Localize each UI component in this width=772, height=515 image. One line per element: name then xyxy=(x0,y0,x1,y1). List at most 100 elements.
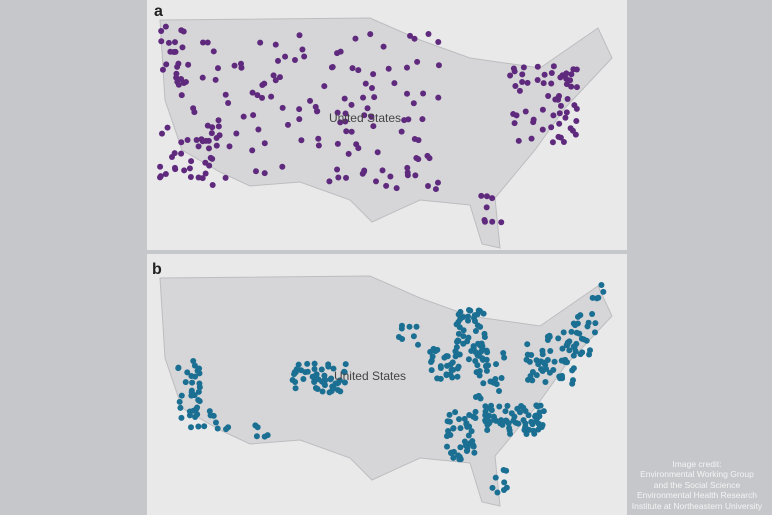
site-marker xyxy=(520,64,527,71)
credit-line: Institute at Northeastern University xyxy=(631,500,763,511)
site-marker xyxy=(362,80,369,87)
site-marker xyxy=(187,424,194,431)
site-marker xyxy=(249,147,256,154)
site-marker xyxy=(321,372,328,379)
site-marker xyxy=(432,186,439,193)
site-marker xyxy=(464,447,471,454)
site-marker xyxy=(307,97,314,104)
site-marker xyxy=(259,94,266,101)
site-marker xyxy=(455,311,462,318)
map-panel-b: b United States xyxy=(147,254,627,515)
site-marker xyxy=(361,112,368,119)
site-marker xyxy=(598,282,605,289)
site-marker xyxy=(231,62,238,69)
site-marker xyxy=(337,48,344,55)
site-marker xyxy=(435,39,442,46)
site-marker xyxy=(516,87,523,94)
site-marker xyxy=(519,78,526,85)
site-marker xyxy=(443,371,450,378)
site-marker xyxy=(225,100,232,107)
site-marker xyxy=(210,412,217,419)
site-marker xyxy=(452,353,459,360)
site-marker xyxy=(483,367,490,374)
credit-line: Image credit: xyxy=(672,458,722,469)
site-marker xyxy=(498,374,505,381)
site-marker xyxy=(158,27,165,34)
site-marker xyxy=(186,408,193,415)
site-marker xyxy=(534,77,541,84)
site-marker xyxy=(454,373,461,380)
site-marker xyxy=(335,174,342,181)
site-marker xyxy=(557,102,564,109)
site-marker xyxy=(530,119,537,126)
site-marker xyxy=(253,433,260,440)
site-marker xyxy=(240,113,247,120)
site-marker xyxy=(507,430,514,437)
site-marker xyxy=(296,32,303,39)
site-marker xyxy=(500,486,507,493)
site-marker xyxy=(345,150,352,157)
site-marker xyxy=(488,407,495,414)
site-marker xyxy=(304,368,311,375)
site-marker xyxy=(577,351,584,358)
site-marker xyxy=(300,376,307,383)
site-marker xyxy=(164,124,171,131)
site-marker xyxy=(489,484,496,491)
site-marker xyxy=(189,379,196,386)
site-marker xyxy=(380,43,387,50)
site-marker xyxy=(404,90,411,97)
site-marker xyxy=(214,425,221,432)
site-marker xyxy=(178,150,185,157)
site-marker xyxy=(539,126,546,133)
site-marker xyxy=(498,417,505,424)
site-marker xyxy=(275,57,282,64)
site-marker xyxy=(501,479,508,486)
site-marker xyxy=(566,338,573,345)
site-marker xyxy=(574,320,581,327)
site-marker xyxy=(460,333,467,340)
site-marker xyxy=(399,335,406,342)
site-marker xyxy=(539,106,546,113)
site-marker xyxy=(476,368,483,375)
site-marker xyxy=(178,139,185,146)
site-marker xyxy=(367,31,374,38)
site-marker xyxy=(252,168,259,175)
site-marker xyxy=(162,171,169,178)
site-marker xyxy=(176,398,183,405)
site-marker xyxy=(188,158,195,165)
site-marker xyxy=(272,41,279,48)
site-marker xyxy=(500,349,507,356)
site-marker xyxy=(391,80,398,87)
site-marker xyxy=(548,124,555,131)
country-label: United States xyxy=(334,369,406,383)
site-marker xyxy=(532,412,539,419)
site-marker xyxy=(570,343,577,350)
site-marker xyxy=(564,95,571,102)
site-marker xyxy=(535,361,542,368)
site-marker xyxy=(501,354,508,361)
site-marker xyxy=(472,328,479,335)
site-marker xyxy=(157,163,164,170)
site-marker xyxy=(578,335,585,342)
site-marker xyxy=(449,359,456,366)
site-marker xyxy=(175,81,182,88)
site-marker xyxy=(531,430,538,437)
site-marker xyxy=(573,329,580,336)
site-marker xyxy=(192,373,199,380)
site-marker xyxy=(270,72,277,79)
site-marker xyxy=(214,65,221,72)
site-marker xyxy=(563,75,570,82)
site-marker xyxy=(210,48,217,55)
site-marker xyxy=(184,369,191,376)
site-marker xyxy=(330,365,337,372)
site-marker xyxy=(528,135,535,142)
site-marker xyxy=(507,72,514,79)
site-marker xyxy=(498,219,505,226)
site-marker xyxy=(289,377,296,384)
site-marker xyxy=(212,419,219,426)
site-marker xyxy=(368,113,375,120)
site-marker xyxy=(470,443,477,450)
site-marker xyxy=(511,120,518,127)
site-marker xyxy=(326,178,333,185)
